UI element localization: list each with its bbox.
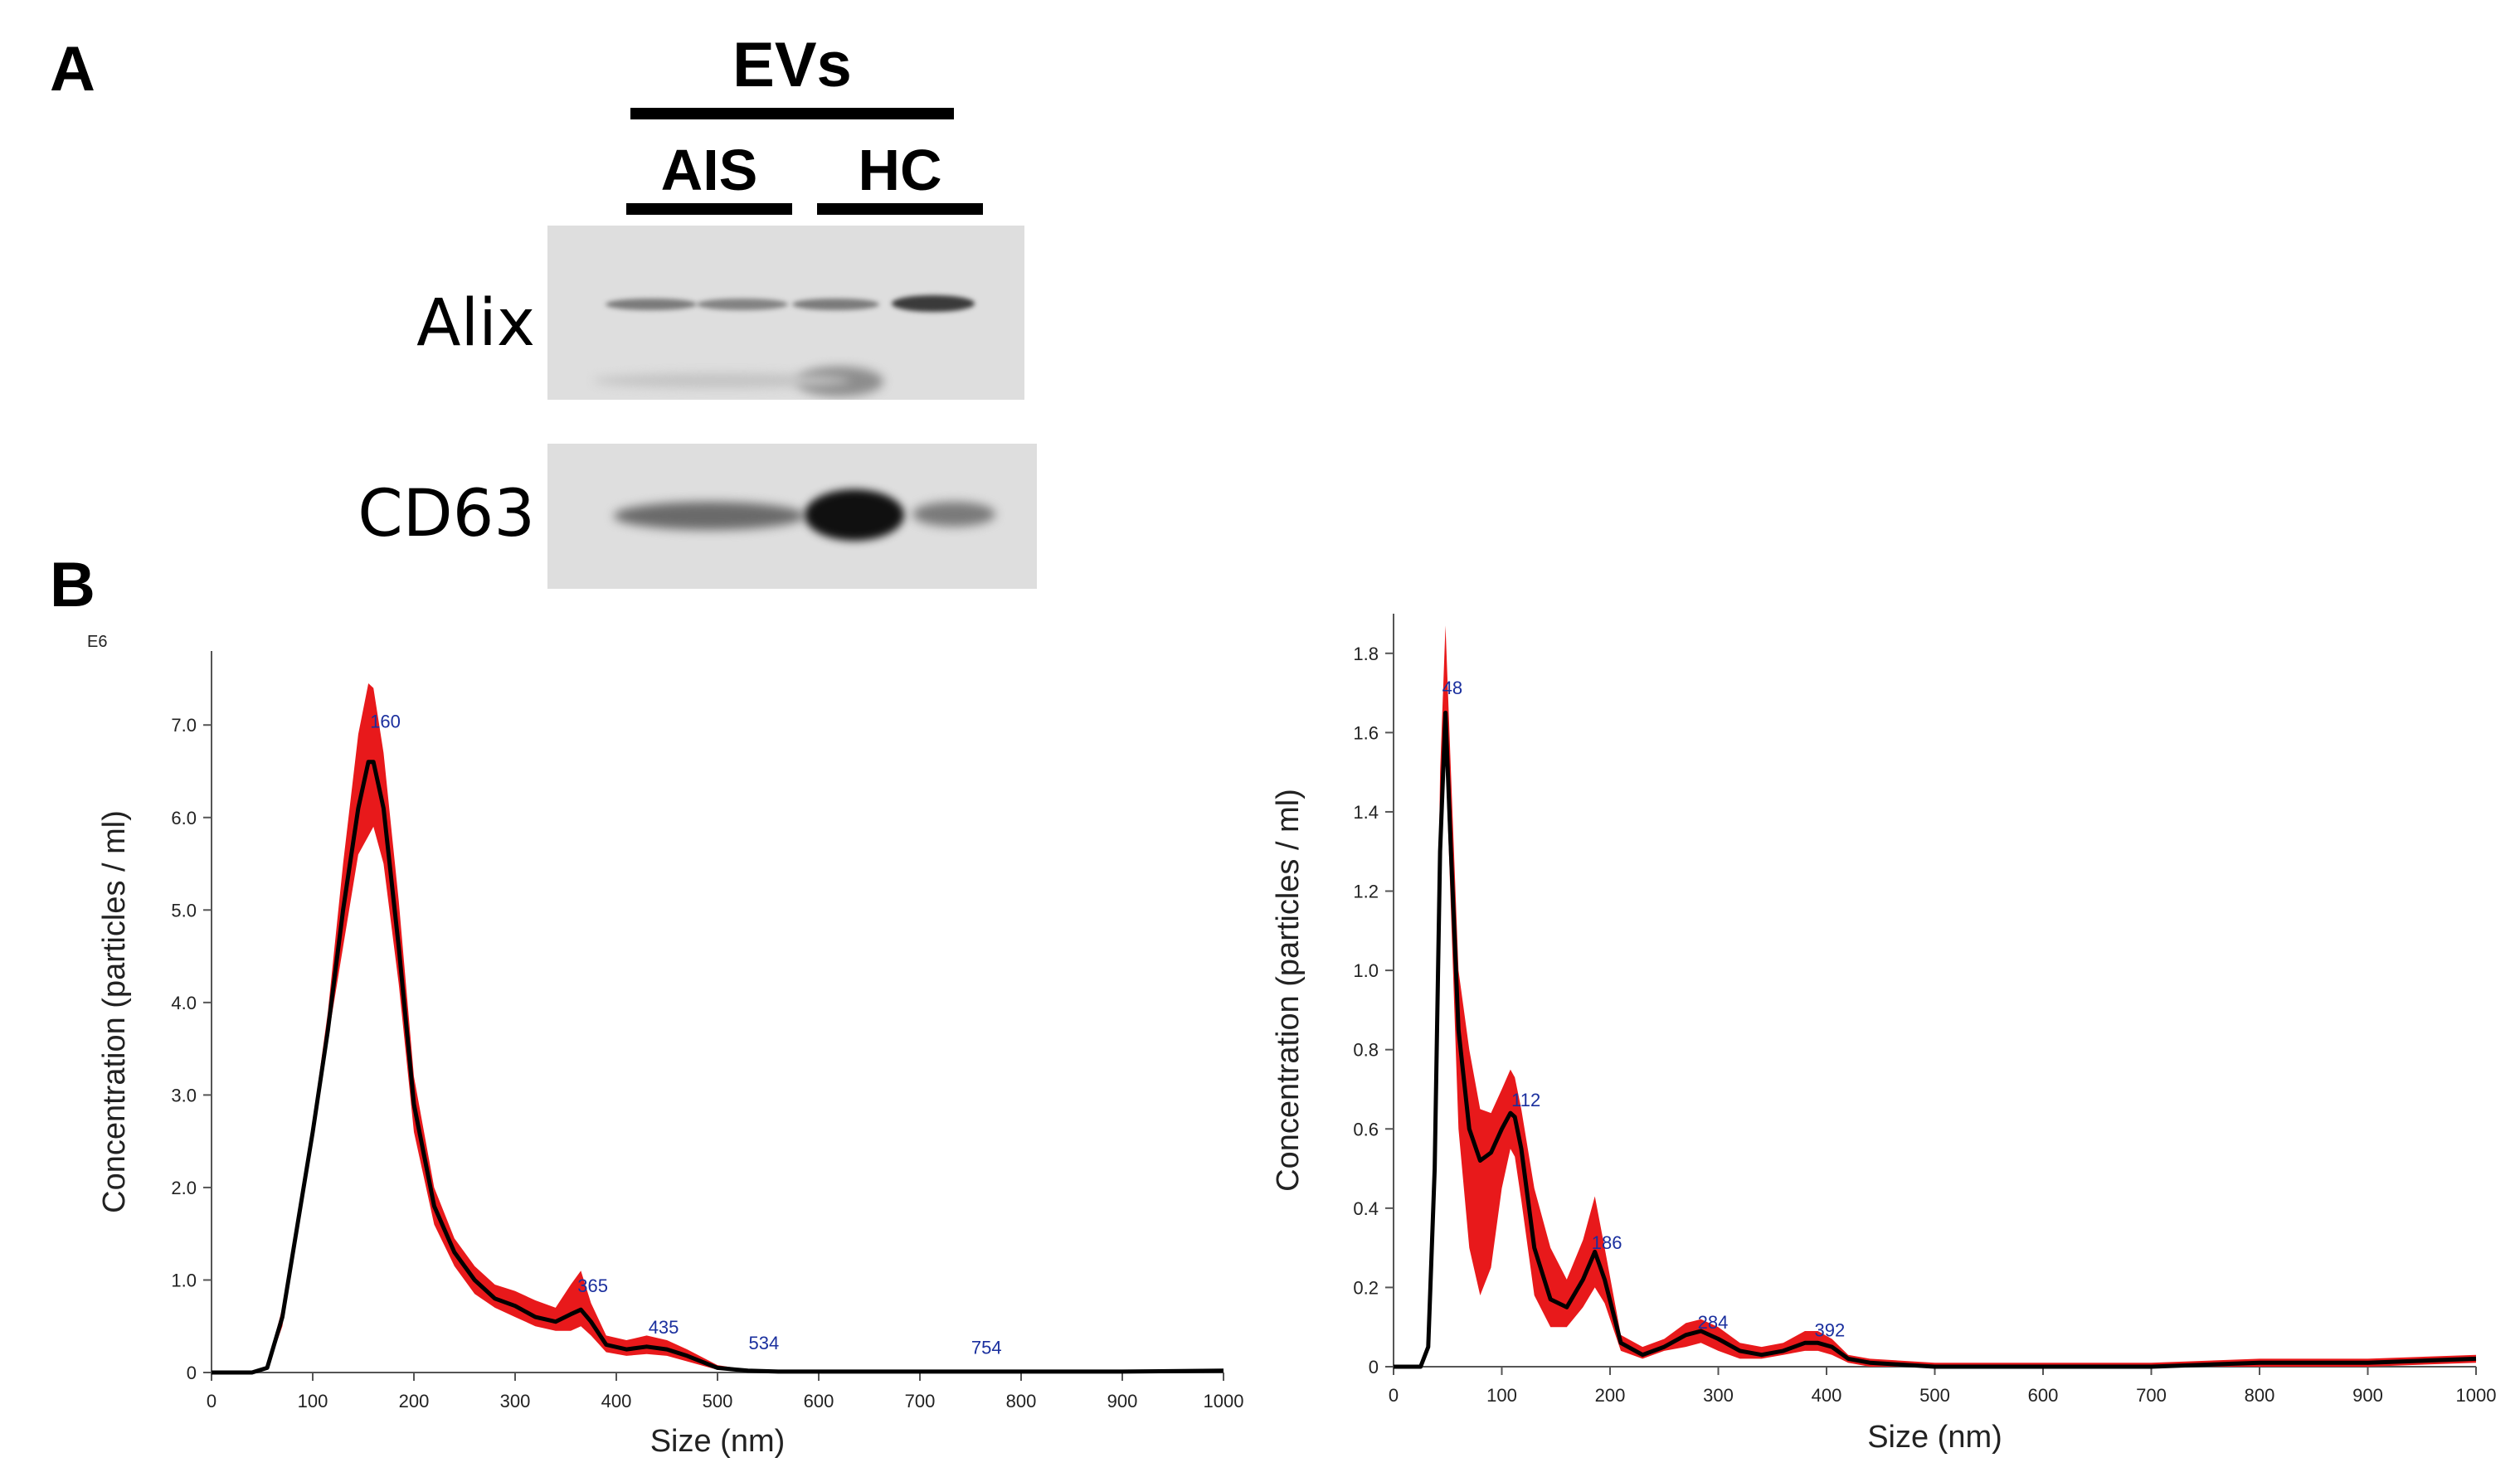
evs-group-bar <box>630 108 954 119</box>
hc-label: HC <box>858 138 942 202</box>
x-tick-label: 0 <box>1389 1385 1399 1406</box>
y-tick-label: 3.0 <box>171 1085 197 1105</box>
hc-bar <box>817 203 983 215</box>
y-tick-label: 1.8 <box>1353 644 1379 664</box>
y-tick-label: 4.0 <box>171 993 197 1013</box>
evs-group-label: EVs <box>732 30 852 100</box>
y-tick-label: 0 <box>1369 1357 1379 1377</box>
peak-label: 112 <box>1511 1090 1540 1110</box>
y-tick-label: 0.6 <box>1353 1119 1379 1139</box>
x-tick-label: 800 <box>1006 1391 1037 1411</box>
x-tick-label: 900 <box>2352 1385 2383 1406</box>
y-axis-label: Concentration (particles / ml) <box>97 810 132 1213</box>
panel-b-letter: B <box>50 550 95 620</box>
y-tick-label: 0 <box>187 1363 197 1383</box>
x-tick-label: 600 <box>2028 1385 2059 1406</box>
x-tick-label: 100 <box>298 1391 328 1411</box>
y-axis-label: Concentration (particles / ml) <box>1271 789 1306 1192</box>
y-tick-label: 1.4 <box>1353 802 1379 823</box>
y-tick-label: 0.8 <box>1353 1040 1379 1061</box>
chart-1: 0 100 200 300 400 500 600 700 800 900 1000 0 1.0 2.0 3… <box>87 633 1243 1459</box>
y-tick-label: 7.0 <box>171 715 197 736</box>
x-tick-label: 300 <box>1703 1385 1734 1406</box>
panel-a-letter: A <box>50 34 95 104</box>
peak-label: 186 <box>1592 1232 1622 1253</box>
x-tick-label: 900 <box>1107 1391 1138 1411</box>
y-tick-label: 5.0 <box>171 900 197 921</box>
x-tick-label: 600 <box>804 1391 834 1411</box>
y-tick-label: 6.0 <box>171 808 197 828</box>
x-tick-label: 400 <box>1812 1385 1842 1406</box>
x-tick-label: 700 <box>905 1391 936 1411</box>
mean-line <box>1394 711 2477 1369</box>
x-tick-label: 100 <box>1486 1385 1517 1406</box>
peak-label: 160 <box>370 711 401 731</box>
x-tick-label: 300 <box>500 1391 531 1411</box>
y-tick-label: 1.6 <box>1353 722 1379 743</box>
x-tick-label: 500 <box>1919 1385 1950 1406</box>
alix-label: Alix <box>416 286 535 361</box>
x-tick-label: 200 <box>1595 1385 1626 1406</box>
chart-2: 0 100 200 300 400 500 600 700 800 900 1000 0 0.2 0.4 0… <box>1271 614 2496 1455</box>
alix-blot-image <box>547 226 1024 400</box>
x-tick-label: 700 <box>2136 1385 2167 1406</box>
y-tick-label: 1.0 <box>171 1270 197 1290</box>
x-tick-label: 400 <box>601 1391 632 1411</box>
x-axis-label: Size (nm) <box>1867 1420 2002 1455</box>
y-tick-label: 0.2 <box>1353 1277 1379 1298</box>
x-tick-label: 0 <box>207 1391 216 1411</box>
ais-bar <box>626 203 792 215</box>
peak-label: 435 <box>649 1317 679 1338</box>
x-tick-label: 1000 <box>2456 1385 2497 1406</box>
x-axis-label: Size (nm) <box>650 1424 786 1459</box>
y-tick-label: 2.0 <box>171 1178 197 1198</box>
ais-label: AIS <box>660 138 758 202</box>
x-tick-label: 200 <box>399 1391 430 1411</box>
peak-label: 365 <box>577 1275 608 1296</box>
peak-label: 392 <box>1815 1319 1846 1340</box>
peak-label: 534 <box>748 1333 779 1353</box>
y-tick-label: 0.4 <box>1353 1198 1379 1219</box>
peak-label: 48 <box>1442 678 1462 698</box>
peak-label: 754 <box>971 1338 1002 1358</box>
x-tick-label: 1000 <box>1204 1391 1244 1411</box>
peak-label: 284 <box>1698 1312 1729 1333</box>
y-tick-label: 1.0 <box>1353 960 1379 981</box>
x-tick-label: 500 <box>703 1391 733 1411</box>
confidence-band <box>1394 625 2476 1367</box>
mean-line <box>212 760 1224 1375</box>
cd63-blot-image <box>547 444 1037 589</box>
y-multiplier-label: E6 <box>87 633 107 651</box>
x-tick-label: 800 <box>2245 1385 2275 1406</box>
cd63-label: CD63 <box>358 477 535 551</box>
y-tick-label: 1.2 <box>1353 882 1379 902</box>
